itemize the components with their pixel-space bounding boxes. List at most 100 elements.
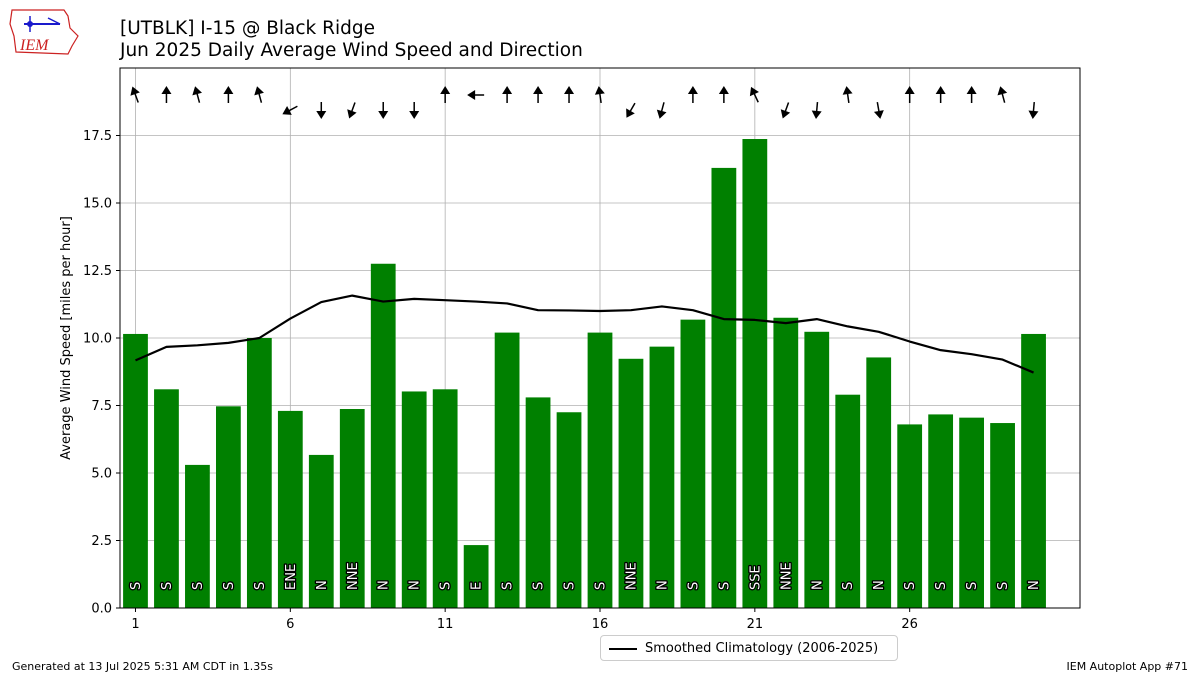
y-tick-label: 0.0 — [91, 602, 112, 617]
bar-day-17 — [618, 358, 644, 608]
direction-label-day-7: N — [315, 580, 330, 590]
direction-label-day-6: ENE — [284, 564, 299, 590]
wind-arrow-day-19 — [687, 86, 698, 103]
wind-arrow-day-16 — [594, 86, 605, 104]
wind-arrow-day-10 — [409, 102, 420, 119]
direction-label-day-13: S — [501, 582, 516, 590]
bar-day-8 — [339, 409, 365, 608]
wind-arrow-day-28 — [966, 86, 977, 103]
direction-label-day-18: N — [655, 580, 670, 590]
bar-day-27 — [928, 414, 954, 608]
wind-arrow-day-27 — [935, 86, 946, 103]
wind-arrow-day-20 — [718, 86, 729, 103]
bar-day-2 — [154, 389, 179, 608]
wind-arrow-day-18 — [656, 102, 667, 119]
bar-day-6 — [277, 410, 303, 608]
x-tick-label: 26 — [901, 617, 918, 632]
wind-arrow-day-13 — [502, 86, 513, 103]
climatology-line — [135, 294, 1034, 374]
direction-label-day-17: NNE — [624, 562, 639, 590]
legend-line-swatch — [609, 648, 637, 650]
direction-label-day-9: N — [377, 580, 392, 590]
x-tick-label: 6 — [286, 617, 294, 632]
x-tick-label: 11 — [437, 617, 454, 632]
bar-day-23 — [804, 331, 830, 608]
y-tick-label: 15.0 — [83, 197, 112, 212]
bar-day-13 — [494, 332, 520, 608]
wind-arrow-day-9 — [378, 102, 389, 119]
direction-label-day-21: SSE — [748, 565, 763, 590]
wind-arrow-day-26 — [904, 86, 915, 103]
direction-label-day-25: N — [872, 580, 887, 590]
bar-day-5 — [246, 338, 272, 608]
bar-day-25 — [866, 357, 892, 608]
wind-arrow-day-5 — [254, 86, 264, 103]
footer-generated: Generated at 13 Jul 2025 5:31 AM CDT in … — [12, 660, 273, 673]
bar-day-9 — [370, 263, 396, 608]
direction-label-day-3: S — [191, 582, 206, 590]
wind-arrow-day-1 — [130, 86, 140, 103]
wind-arrow-day-12 — [467, 90, 485, 100]
bar-day-21 — [742, 139, 768, 608]
y-tick-label: 17.5 — [83, 129, 112, 144]
bar-day-10 — [401, 391, 427, 608]
direction-label-day-27: S — [934, 582, 949, 590]
direction-label-day-19: S — [686, 582, 701, 590]
bar-day-30 — [1021, 333, 1046, 608]
direction-label-day-12: E — [470, 582, 485, 590]
legend-label: Smoothed Climatology (2006-2025) — [645, 641, 879, 656]
direction-label-day-26: S — [903, 582, 918, 590]
logo-text: IEM — [19, 37, 50, 54]
direction-label-day-16: S — [594, 582, 609, 590]
y-axis-label: Average Wind Speed [miles per hour] — [59, 216, 74, 460]
wind-arrow-day-22 — [780, 102, 791, 119]
bar-day-20 — [711, 167, 737, 608]
wind-arrow-day-29 — [997, 86, 1008, 103]
y-tick-label: 7.5 — [91, 399, 112, 414]
wind-arrow-day-4 — [223, 86, 234, 103]
wind-arrow-day-24 — [842, 86, 853, 104]
bar-day-22 — [773, 317, 799, 608]
direction-label-day-4: S — [222, 582, 237, 590]
y-tick-label: 5.0 — [91, 467, 112, 482]
chart-subtitle: Jun 2025 Daily Average Wind Speed and Di… — [120, 40, 583, 61]
direction-label-day-29: S — [996, 582, 1011, 590]
direction-label-day-2: S — [160, 582, 175, 590]
x-tick-label: 21 — [747, 617, 764, 632]
bar-day-29 — [990, 423, 1015, 608]
bar-day-15 — [556, 412, 582, 608]
wind-arrow-day-21 — [749, 86, 759, 103]
wind-arrow-day-7 — [316, 102, 327, 119]
bar-day-24 — [835, 394, 861, 608]
direction-label-day-11: S — [439, 582, 454, 590]
bar-day-19 — [680, 319, 706, 608]
bar-day-12 — [463, 545, 489, 608]
bar-day-4 — [216, 406, 241, 608]
wind-arrow-day-30 — [1028, 101, 1039, 119]
footer-app: IEM Autoplot App #71 — [1066, 660, 1189, 673]
direction-label-day-15: S — [563, 582, 578, 590]
chart-title: [UTBLK] I-15 @ Black Ridge — [120, 18, 376, 39]
y-tick-label: 10.0 — [83, 332, 112, 347]
wind-arrow-day-6 — [282, 105, 298, 115]
wind-arrow-day-23 — [811, 101, 822, 119]
wind-arrow-day-17 — [626, 102, 636, 118]
direction-label-day-23: N — [810, 580, 825, 590]
wind-arrow-day-2 — [161, 86, 172, 103]
direction-label-day-1: S — [129, 582, 144, 590]
wind-arrow-day-3 — [192, 86, 202, 103]
wind-arrow-day-14 — [533, 86, 544, 103]
bar-day-11 — [432, 389, 458, 608]
direction-label-day-5: S — [253, 582, 268, 590]
direction-label-day-24: S — [841, 582, 856, 590]
bar-day-26 — [897, 424, 923, 608]
direction-label-day-14: S — [532, 582, 547, 590]
y-tick-label: 12.5 — [83, 264, 112, 279]
y-tick-label: 2.5 — [91, 534, 112, 549]
legend: Smoothed Climatology (2006-2025) — [600, 635, 898, 661]
wind-arrow-day-15 — [564, 86, 575, 103]
bar-day-7 — [308, 454, 334, 608]
direction-label-day-20: S — [717, 582, 732, 590]
x-tick-label: 16 — [592, 617, 609, 632]
